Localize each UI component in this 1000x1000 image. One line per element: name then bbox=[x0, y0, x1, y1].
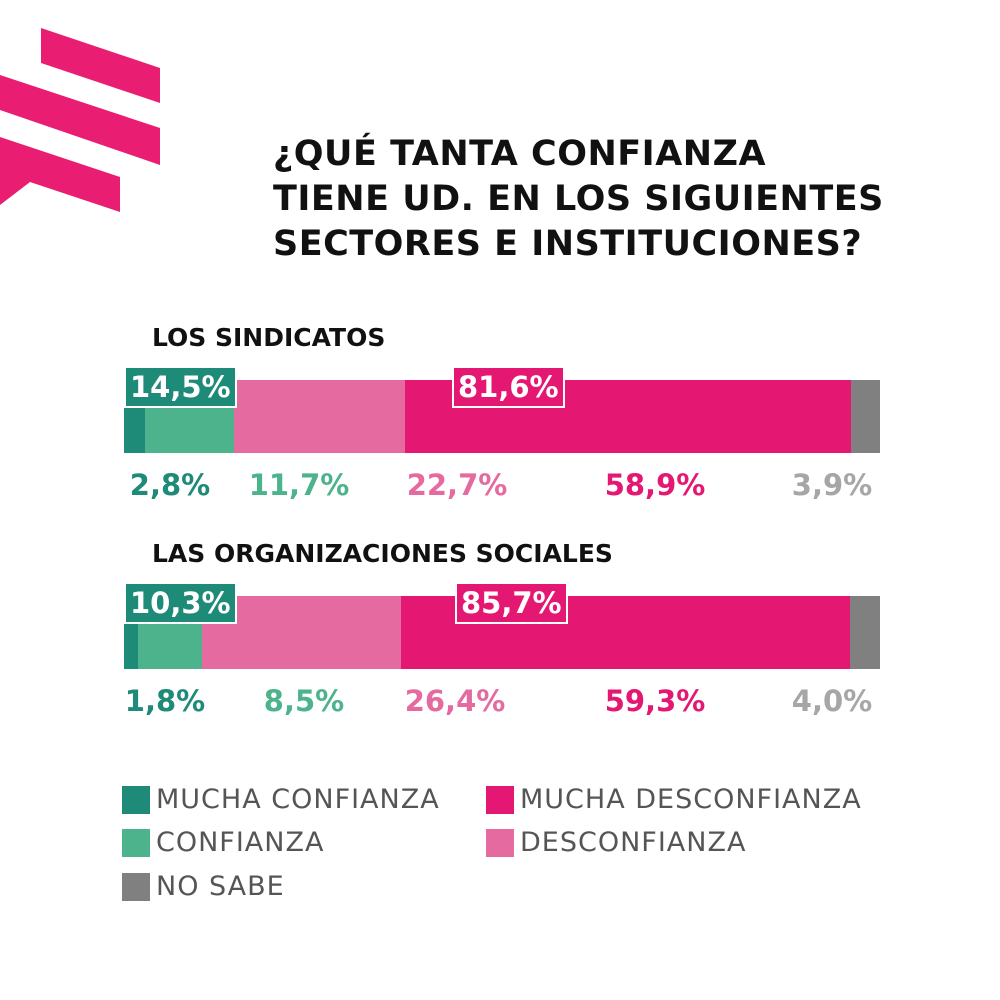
segment-value-label-confianza: 8,5% bbox=[263, 684, 345, 718]
segment-value-label-no-sabe: 3,9% bbox=[791, 468, 873, 502]
legend-label: CONFIANZA bbox=[156, 827, 325, 858]
bar-segment-no-sabe bbox=[849, 596, 881, 669]
chart-title: ¿QUÉ TANTA CONFIANZA TIENE UD. EN LOS SI… bbox=[273, 132, 884, 267]
category-label-sindicatos: LOS SINDICATOS bbox=[152, 323, 386, 352]
legend-swatch bbox=[122, 872, 150, 901]
legend-item-no-sabe: NO SABE bbox=[122, 871, 285, 902]
legend-label: MUCHA CONFIANZA bbox=[156, 784, 440, 815]
legend-label: MUCHA DESCONFIANZA bbox=[520, 784, 862, 815]
bar-segment-no-sabe bbox=[850, 380, 881, 453]
title-line-2: TIENE UD. EN LOS SIGUIENTES bbox=[273, 179, 884, 219]
segment-value-label-mucha-desconfianza: 58,9% bbox=[604, 468, 706, 502]
legend-swatch bbox=[122, 785, 150, 814]
legend-label: DESCONFIANZA bbox=[520, 827, 747, 858]
segment-value-label-mucha-desconfianza: 59,3% bbox=[604, 684, 706, 718]
logo-stripe-middle bbox=[0, 75, 160, 165]
segment-value-label-mucha-confianza: 1,8% bbox=[124, 684, 206, 718]
legend-item-mucha-confianza: MUCHA CONFIANZA bbox=[122, 784, 440, 815]
confianza-total-box-organizaciones: 10,3% bbox=[124, 582, 237, 624]
category-label-organizaciones: LAS ORGANIZACIONES SOCIALES bbox=[152, 539, 613, 568]
legend-swatch bbox=[122, 828, 150, 857]
bar-segment-desconfianza bbox=[233, 380, 406, 453]
segment-value-label-desconfianza: 26,4% bbox=[404, 684, 506, 718]
legend-item-confianza: CONFIANZA bbox=[122, 827, 324, 858]
logo-stripe-bottom bbox=[0, 137, 120, 212]
confianza-total-box-sindicatos: 14,5% bbox=[124, 366, 237, 408]
title-line-3: SECTORES E INSTITUCIONES? bbox=[273, 224, 863, 264]
legend-item-mucha-desconfianza: MUCHA DESCONFIANZA bbox=[486, 784, 862, 815]
legend-swatch bbox=[486, 828, 514, 857]
desconfianza-total-box-organizaciones: 85,7% bbox=[455, 582, 568, 624]
legend-label: NO SABE bbox=[156, 871, 285, 902]
desconfianza-total-box-sindicatos: 81,6% bbox=[452, 366, 565, 408]
legend-swatch bbox=[486, 785, 514, 814]
segment-value-label-desconfianza: 22,7% bbox=[406, 468, 508, 502]
title-line-1: ¿QUÉ TANTA CONFIANZA bbox=[273, 134, 767, 174]
legend-item-desconfianza: DESCONFIANZA bbox=[486, 827, 746, 858]
logo-stripe-top bbox=[41, 28, 160, 103]
brand-logo-icon bbox=[0, 28, 160, 212]
segment-value-label-no-sabe: 4,0% bbox=[791, 684, 873, 718]
segment-value-label-confianza: 11,7% bbox=[248, 468, 350, 502]
segment-value-label-mucha-confianza: 2,8% bbox=[129, 468, 211, 502]
